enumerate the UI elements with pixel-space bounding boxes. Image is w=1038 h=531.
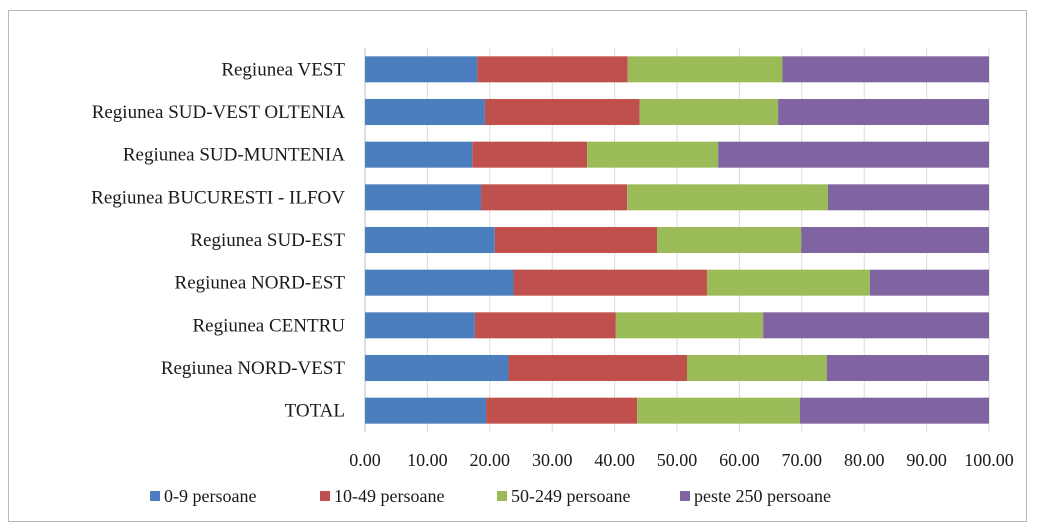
bar-segment [637,397,800,424]
x-tick-label: 10.00 [407,450,448,470]
bar-segment [365,227,495,253]
x-tick-label: 100.00 [964,450,1014,470]
legend-swatch [320,491,330,501]
chart-frame [8,10,1027,522]
legend-label: 10-49 persoane [334,486,444,506]
bar-segment [365,397,487,424]
bar-segment [513,269,707,296]
bar-segment [365,56,478,83]
bar-segment [477,56,628,83]
bar-segment [587,141,719,168]
category-label: Regiunea VEST [221,59,345,80]
bar-segment [365,355,509,381]
x-tick-label: 40.00 [594,450,635,470]
x-tick-label: 20.00 [470,450,511,470]
x-tick-label: 80.00 [844,450,885,470]
bar-segment [474,312,616,339]
category-label: Regiunea SUD-EST [190,230,345,251]
bar-segment [657,227,802,253]
legend-swatch [150,491,160,501]
x-axis-tick-labels: 0.00 10.00 20.00 30.00 40.00 50.00 60.00 70.00 8… [349,450,1014,470]
legend-label: 0-9 persoane [164,486,256,506]
bar-segment [615,312,764,339]
legend: 0-9 persoane 10-49 persoane 50-249 persoan… [150,486,831,506]
x-tick-label: 30.00 [532,450,573,470]
bar-segment [481,184,628,211]
category-label: Regiunea SUD-MUNTENIA [123,145,345,166]
bar-segment [639,99,779,125]
bar-segment [472,141,588,168]
legend-swatch [497,491,507,501]
legend-label: peste 250 persoane [694,486,831,506]
bar-segment [826,355,989,381]
bars [365,56,989,424]
bar-segment [494,227,658,253]
bar-segment [706,269,870,296]
bar-segment [508,355,687,381]
bar-segment [828,184,989,211]
legend-label: 50-249 persoane [511,486,630,506]
bar-segment [686,355,827,381]
category-label: Regiunea BUCURESTI - ILFOV [91,187,345,208]
bar-segment [799,397,989,424]
category-label: Regiunea NORD-VEST [161,358,346,379]
category-label: TOTAL [285,401,345,422]
x-tick-label: 70.00 [782,450,823,470]
category-label: Regiunea SUD-VEST OLTENIA [92,102,346,123]
x-tick-label: 0.00 [349,450,381,470]
bar-segment [365,99,485,125]
bar-segment [627,184,829,211]
legend-swatch [680,491,690,501]
bar-segment [782,56,989,83]
bar-segment [365,269,514,296]
category-label: Regiunea NORD-EST [175,273,346,294]
bar-segment [486,397,638,424]
bar-segment [484,99,640,125]
x-tick-label: 60.00 [719,450,760,470]
bar-segment [365,141,473,168]
x-tick-label: 50.00 [657,450,698,470]
category-label: Regiunea CENTRU [192,315,345,336]
bar-segment [365,184,482,211]
bar-segment [627,56,783,83]
category-labels: Regiunea VEST Regiunea SUD-VEST OLTENIA Re… [91,59,345,421]
bar-segment [718,141,989,168]
x-tick-label: 90.00 [906,450,947,470]
bar-segment [869,269,989,296]
bar-segment [365,312,475,339]
bar-segment [778,99,989,125]
bar-segment [763,312,989,339]
bar-segment [801,227,989,253]
